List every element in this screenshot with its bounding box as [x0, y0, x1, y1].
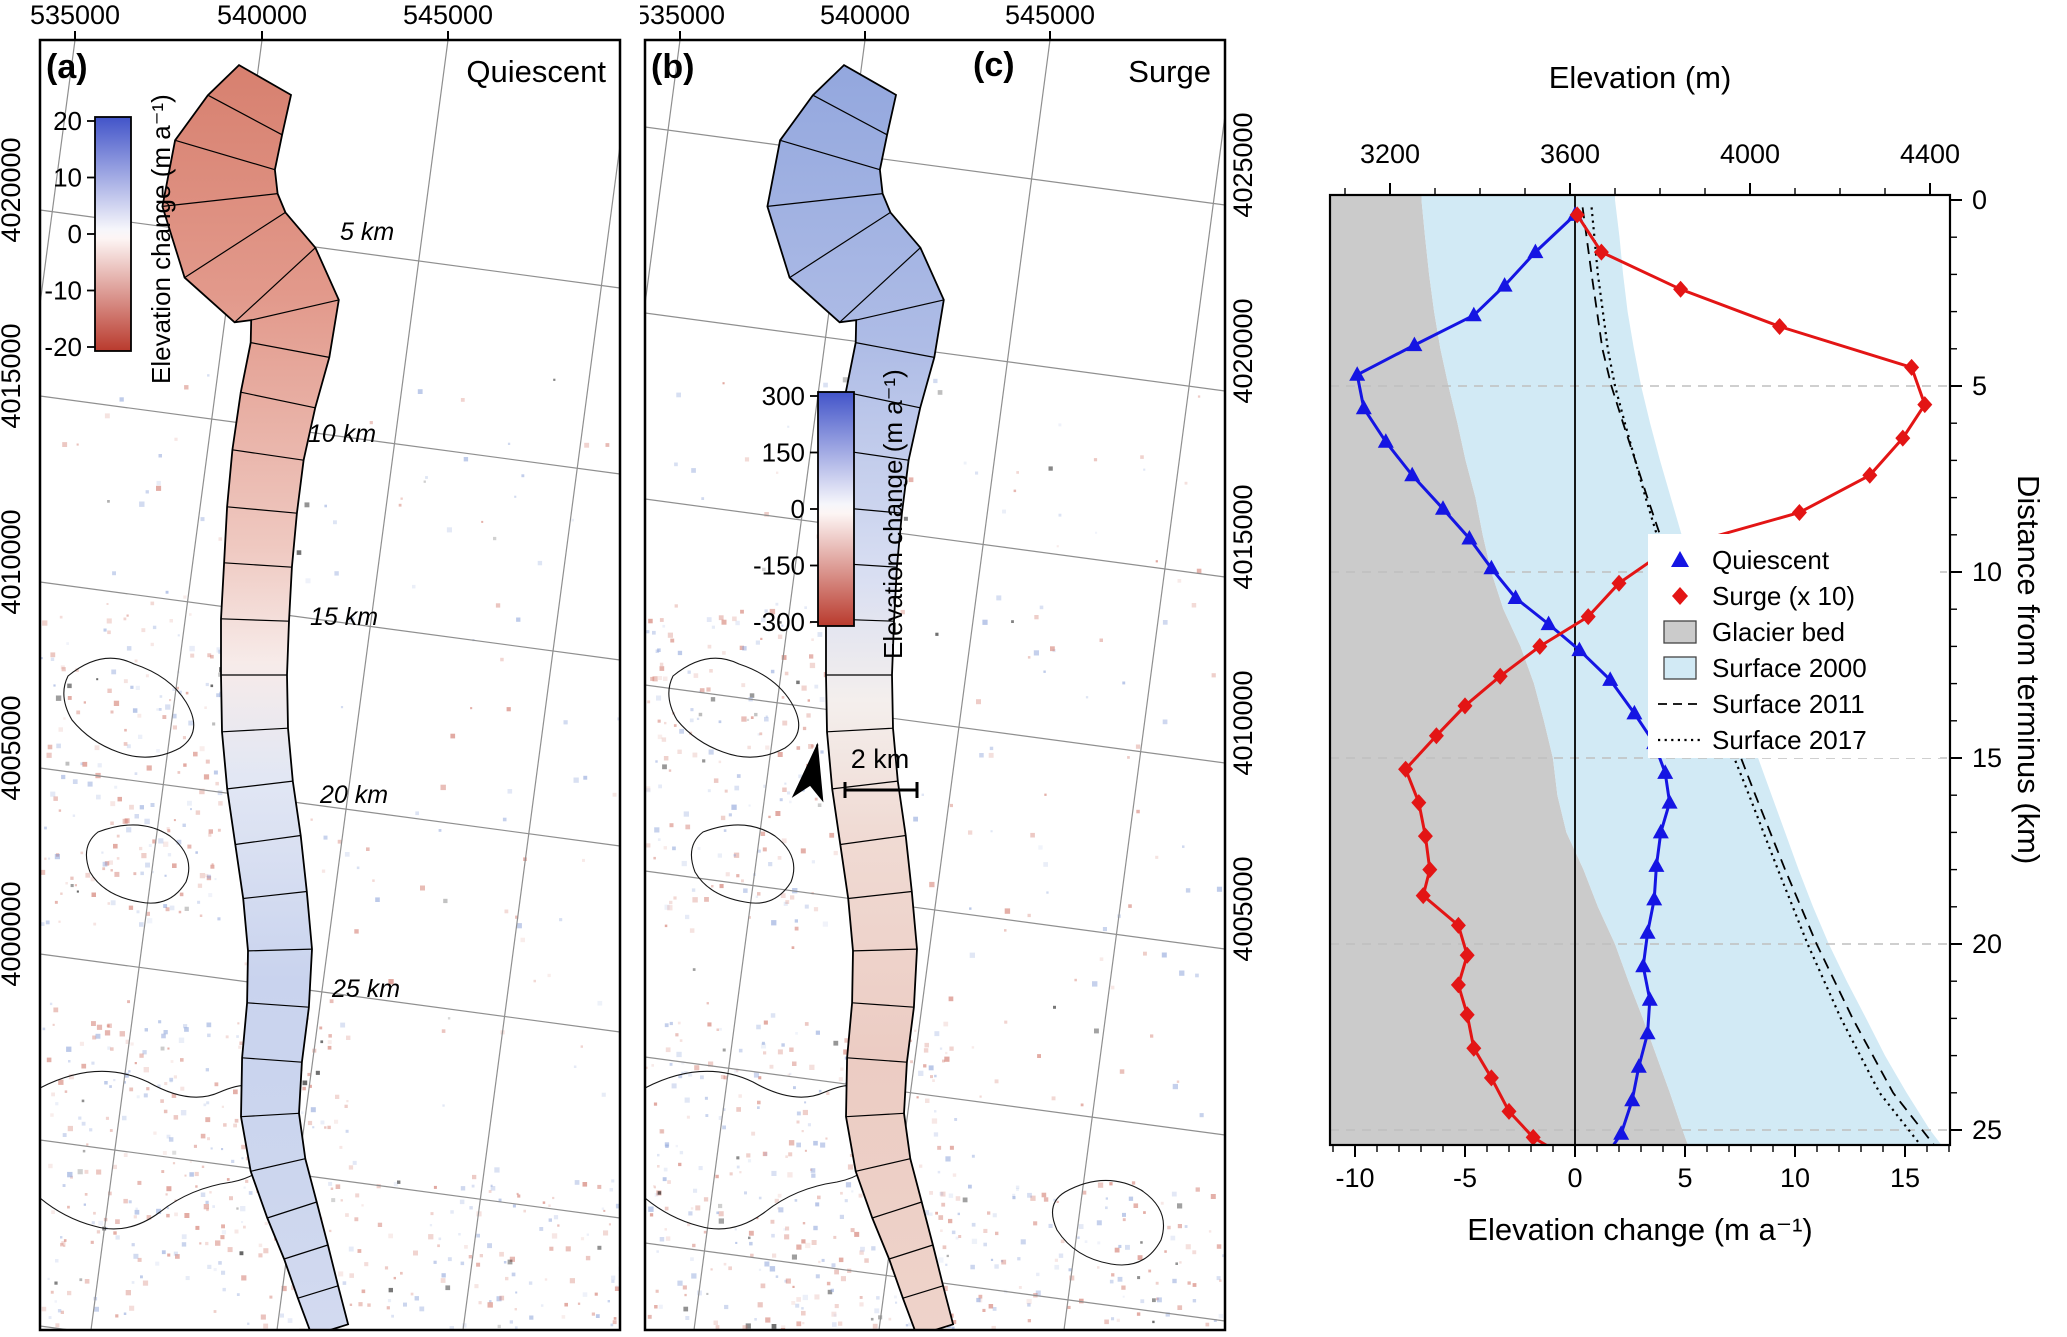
- grid-tick-label-top: 545000: [403, 0, 493, 30]
- distance-label: 20 km: [319, 781, 388, 809]
- chart-bottom-axis-title: Elevation change (m a⁻¹): [1467, 1212, 1813, 1247]
- map-content: [40, 40, 620, 1330]
- grid-tick-label-side: 4020000: [0, 137, 26, 242]
- colorbar: [817, 391, 855, 627]
- grid-tick-label-side: 4015000: [0, 323, 26, 428]
- panel-a-title: Quiescent: [466, 54, 606, 89]
- elevation-profile-chart: Quiescent Surge (x 10) Glacier bed Surface …: [1328, 139, 2002, 1193]
- colorbar-tick-label: -300: [753, 607, 805, 637]
- grid-tick-label-top: 535000: [640, 0, 725, 30]
- legend-swatch-triangle: [1671, 551, 1689, 567]
- legend-swatch-patch: [1663, 656, 1697, 680]
- distance-label: 25 km: [331, 975, 400, 1003]
- colorbar-tick-label: 20: [53, 106, 82, 136]
- ytick-right-label: 10: [1972, 557, 2002, 587]
- noise-speckle: [40, 374, 620, 1330]
- scale-bar: [843, 782, 919, 798]
- xtick-top-label: 4000: [1720, 139, 1780, 169]
- chart-top-axis-title: Elevation (m): [1548, 60, 1732, 95]
- colorbar-tick-label: -20: [44, 332, 82, 362]
- map-panel-quiescent: 535000 540000 545000 4020000 4015000 4010000 4…: [0, 0, 622, 1332]
- map-frame: [38, 38, 622, 1332]
- colorbar-tick-label: 10: [53, 163, 82, 193]
- xtick-bottom-label: 10: [1780, 1163, 1810, 1193]
- panel-b-title: Surge: [1128, 54, 1211, 89]
- xtick-top-label: 3200: [1360, 139, 1420, 169]
- scale-bar-label: 2 km: [850, 744, 910, 774]
- ytick-right-label: 0: [1972, 185, 1987, 215]
- grid-tick-label-side: 4010000: [1228, 670, 1258, 775]
- map-content: [645, 40, 1225, 1330]
- legend-label: Surface 2000: [1712, 653, 1867, 683]
- colorbar-tick-label: -150: [753, 551, 805, 581]
- colorbar-tick-label: 0: [791, 494, 805, 524]
- glacier-outline: [161, 63, 350, 1330]
- colorbar-tick-label: 0: [68, 219, 82, 249]
- legend-swatch-diamond: [1672, 587, 1688, 605]
- ytick-right-label: 5: [1972, 371, 1987, 401]
- legend-swatch-patch: [1663, 620, 1697, 644]
- glacier-outline: [766, 63, 955, 1330]
- grid-tick-label-side: 4000000: [0, 881, 26, 986]
- grid-tick-label-side: 4025000: [1228, 112, 1258, 217]
- xtick-top-label: 3600: [1540, 139, 1600, 169]
- xtick-bottom-label: -10: [1335, 1163, 1374, 1193]
- grid-tick-label-top: 545000: [1005, 0, 1095, 30]
- legend: Quiescent Surge (x 10) Glacier bed Surface …: [1658, 545, 1867, 755]
- xtick-top-label: 4400: [1900, 139, 1960, 169]
- axis-ticks: [1332, 183, 1962, 1157]
- chart-right-axis-title: Distance from terminus (km): [2011, 475, 2046, 865]
- xtick-bottom-label: 5: [1677, 1163, 1692, 1193]
- legend-background: [1648, 534, 1940, 758]
- grid-tick-label-top: 540000: [820, 0, 910, 30]
- colorbar-tick-label: -10: [44, 276, 82, 306]
- xtick-bottom-label: 15: [1890, 1163, 1920, 1193]
- panel-c-label: (c): [973, 46, 1015, 84]
- grid-tick-label-side: 4015000: [1228, 484, 1258, 589]
- distance-label: 5 km: [340, 218, 394, 246]
- xtick-bottom-label: -5: [1453, 1163, 1477, 1193]
- xtick-bottom-label: 0: [1567, 1163, 1582, 1193]
- grid-tick-label-side: 4005000: [0, 695, 26, 800]
- cross-section-lines: [162, 94, 339, 1299]
- legend-label: Surge (x 10): [1712, 581, 1855, 611]
- legend-label: Quiescent: [1712, 545, 1830, 575]
- colorbar: [94, 116, 132, 352]
- legend-label: Glacier bed: [1712, 617, 1845, 647]
- grid-tick-label-top: 540000: [217, 0, 307, 30]
- grid-tick-label-side: 4005000: [1228, 856, 1258, 961]
- grid-tick-label-side: 4020000: [1228, 298, 1258, 403]
- colorbar-tick-label: 300: [762, 381, 805, 411]
- ytick-right-label: 25: [1972, 1115, 2002, 1145]
- chart-frame: [1328, 193, 1952, 1147]
- legend-label: Surface 2017: [1712, 725, 1867, 755]
- panel-a-label: (a): [46, 48, 88, 86]
- map-frame: [643, 38, 1227, 1332]
- panel-b-label: (b): [651, 48, 695, 86]
- surface-2017-line: [1590, 207, 1922, 1145]
- legend-label: Surface 2011: [1712, 689, 1865, 719]
- grid-tick-label-top: 535000: [30, 0, 120, 30]
- distance-label: 10 km: [308, 420, 376, 448]
- grid-tick-label-side: 4010000: [0, 509, 26, 614]
- distance-label: 15 km: [310, 603, 378, 631]
- ytick-right-label: 15: [1972, 743, 2002, 773]
- map-panel-surge: 535000 540000 545000 4025000 4020000 4015000 4…: [640, 0, 1258, 1332]
- ytick-right-label: 20: [1972, 929, 2002, 959]
- colorbar-tick-label: 150: [762, 438, 805, 468]
- colorbar-b-title: Elevation change (m a⁻¹): [878, 369, 908, 659]
- colorbar-a-title: Elevation change (m a⁻¹): [146, 94, 176, 384]
- north-arrow-icon: [791, 742, 824, 803]
